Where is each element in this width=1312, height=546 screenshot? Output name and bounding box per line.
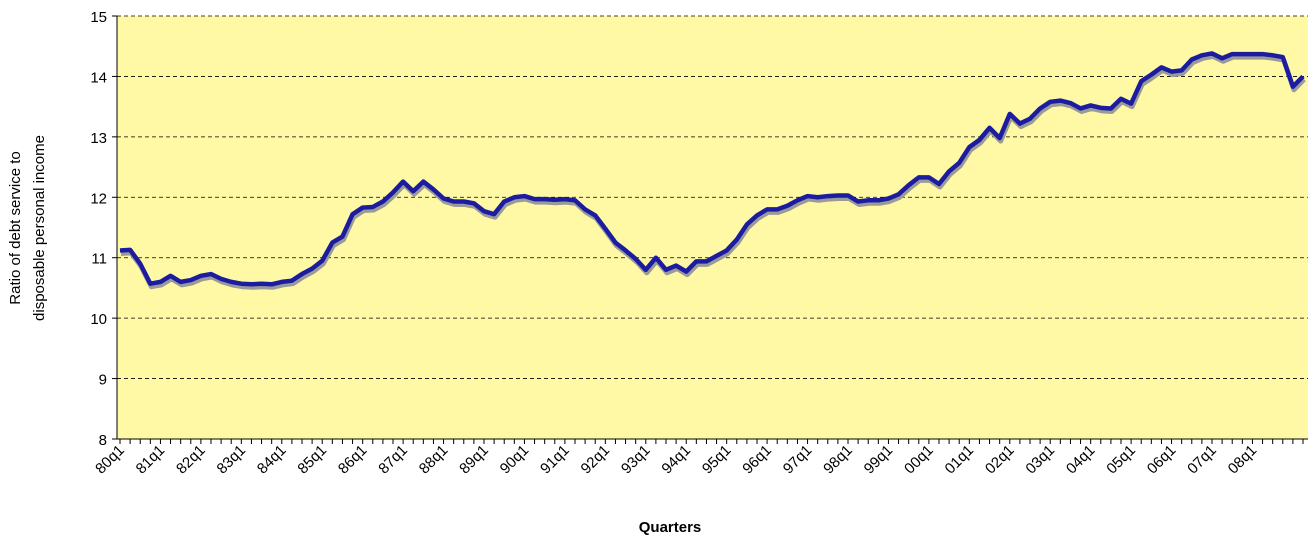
y-tick-label: 12 — [90, 190, 107, 207]
y-tick-label: 11 — [91, 251, 107, 268]
x-tick-label: 83q1 — [214, 442, 250, 478]
x-tick-label: 97q1 — [780, 442, 816, 478]
plot-area — [117, 16, 1308, 439]
x-tick-label: 02q1 — [982, 442, 1018, 478]
line-shadow — [120, 53, 1306, 290]
y-axis-label: disposable personal income — [31, 135, 48, 321]
x-tick-label: 91q1 — [537, 442, 573, 478]
y-tick-label: 10 — [90, 311, 107, 328]
x-tick-label: 82q1 — [173, 442, 209, 478]
x-tick-label: 07q1 — [1184, 442, 1220, 478]
x-tick-label: 01q1 — [942, 442, 978, 478]
x-tick-label: 92q1 — [578, 442, 614, 478]
y-tick-label: 13 — [90, 130, 107, 147]
x-tick-label: 04q1 — [1063, 442, 1099, 478]
x-tick-label: 88q1 — [416, 442, 452, 478]
y-axis-label: Ratio of debt service to — [7, 151, 24, 304]
x-tick-label: 93q1 — [618, 442, 654, 478]
x-tick-label: 03q1 — [1022, 442, 1058, 478]
x-tick-label: 90q1 — [497, 442, 533, 478]
x-tick-label: 86q1 — [335, 442, 371, 478]
x-tick-label: 94q1 — [658, 442, 694, 478]
x-tick-label: 08q1 — [1225, 442, 1261, 478]
x-tick-label: 05q1 — [1103, 442, 1139, 478]
x-tick-label: 85q1 — [294, 442, 330, 478]
line — [119, 51, 1305, 287]
x-tick-label: 89q1 — [456, 442, 492, 478]
y-tick-label: 9 — [99, 372, 107, 389]
y-tick-label: 8 — [99, 432, 107, 449]
x-tick-label: 00q1 — [901, 442, 937, 478]
x-tick-label: 06q1 — [1144, 442, 1180, 478]
x-tick-label: 80q1 — [92, 442, 128, 478]
x-axis-label: Quarters — [639, 519, 702, 536]
x-tick-label: 99q1 — [861, 442, 897, 478]
x-tick-label: 95q1 — [699, 442, 735, 478]
x-tick-label: 96q1 — [739, 442, 775, 478]
y-tick-label: 14 — [90, 69, 107, 86]
x-tick-label: 81q1 — [133, 442, 169, 478]
x-tick-label: 87q1 — [375, 442, 411, 478]
y-tick-label: 15 — [90, 9, 107, 26]
x-tick-label: 98q1 — [820, 442, 856, 478]
x-tick-label: 84q1 — [254, 442, 290, 478]
